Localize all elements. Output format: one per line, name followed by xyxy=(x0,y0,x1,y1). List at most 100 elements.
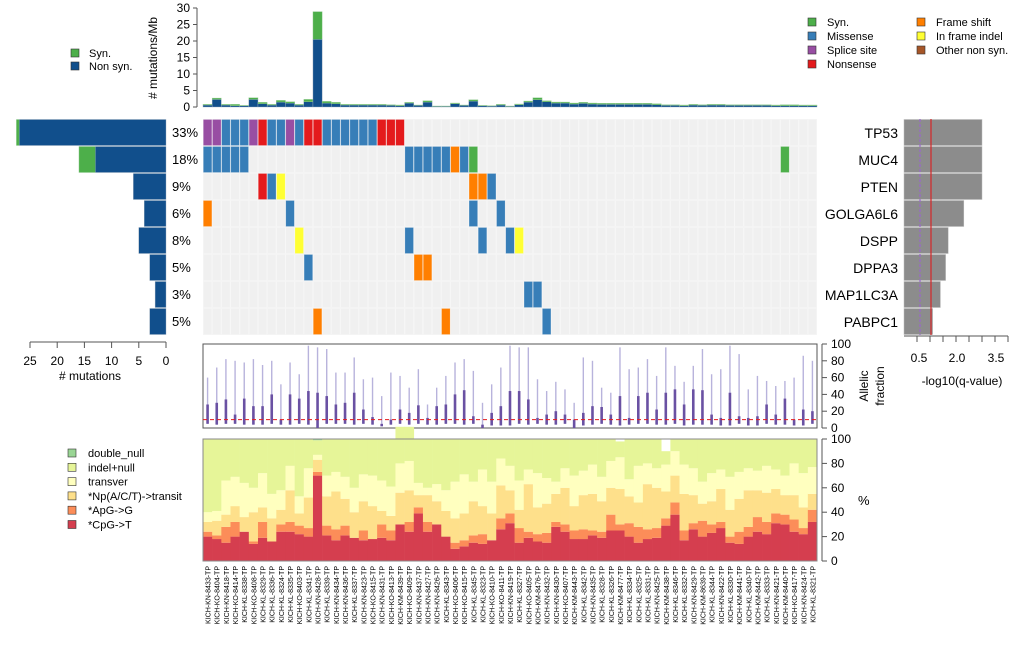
empty-cell xyxy=(285,146,295,173)
spectrum-segment xyxy=(487,481,497,514)
empty-cell xyxy=(422,308,433,335)
mutation-cell-missense xyxy=(203,146,213,173)
empty-cell xyxy=(239,308,249,335)
empty-cell xyxy=(771,308,781,335)
empty-cell xyxy=(807,254,817,281)
empty-cell xyxy=(734,119,744,146)
sample-label: KICH-KN-8421-TP xyxy=(774,566,781,624)
syn-bar xyxy=(321,101,332,104)
spectrum-segment xyxy=(716,439,726,470)
legend-label: Frame shift xyxy=(936,17,991,29)
mutation-type-legend: Syn. Missense Splice site Nonsense Frame shi… xyxy=(807,17,1008,71)
mutation-cell-frameshift xyxy=(422,254,433,281)
spectrum-segment xyxy=(312,440,323,455)
spectrum-segment xyxy=(606,514,616,531)
spectrum-segment xyxy=(432,484,442,502)
syn-bar xyxy=(789,104,799,106)
spectrum-segment xyxy=(221,480,231,515)
y-tick-label: 0 xyxy=(831,554,838,568)
spectrum-segment xyxy=(413,495,424,508)
syn-bar xyxy=(422,100,433,103)
syn-bar xyxy=(560,101,570,104)
empty-cell xyxy=(771,281,781,308)
syn-bar xyxy=(770,104,781,106)
empty-cell xyxy=(413,119,423,146)
empty-cell xyxy=(257,281,268,308)
mutation-cell-missense xyxy=(532,281,543,308)
empty-cell xyxy=(661,200,671,227)
mutation-cell-missense xyxy=(413,146,423,173)
empty-cell xyxy=(743,200,753,227)
spectrum-segment xyxy=(716,489,726,522)
nonsyn-bar xyxy=(202,104,213,108)
significance-bar xyxy=(903,227,949,254)
sample-label: KICH-KL-8328-TP xyxy=(600,566,607,623)
spectrum-segment xyxy=(532,507,543,535)
syn-bar xyxy=(331,102,341,104)
empty-cell xyxy=(441,227,451,254)
empty-cell xyxy=(661,254,671,281)
empty-cell xyxy=(532,200,543,227)
x-tick-label: 10 xyxy=(105,354,119,368)
empty-cell xyxy=(688,173,698,200)
empty-cell xyxy=(670,146,680,173)
syn-bar xyxy=(569,102,579,105)
spectrum-segment xyxy=(652,468,662,488)
spectrum-segment xyxy=(652,487,662,529)
spectrum-segment xyxy=(203,521,213,532)
empty-cell xyxy=(606,119,616,146)
syn-bar xyxy=(642,103,653,105)
empty-cell xyxy=(780,200,790,227)
empty-cell xyxy=(505,281,515,308)
empty-cell xyxy=(395,308,405,335)
empty-cell xyxy=(331,308,341,335)
empty-cell xyxy=(560,281,570,308)
empty-cell xyxy=(597,119,607,146)
spectrum-segment xyxy=(294,525,305,535)
spectrum-segment xyxy=(560,531,570,561)
mutation-cell-missense xyxy=(422,146,433,173)
empty-cell xyxy=(386,254,396,281)
spectrum-segment xyxy=(752,470,763,491)
spectrum-segment xyxy=(230,506,240,522)
empty-cell xyxy=(523,227,533,254)
empty-cell xyxy=(789,146,799,173)
empty-cell xyxy=(615,119,625,146)
mutation-cell-missense xyxy=(404,227,414,254)
nonsyn-bar xyxy=(661,105,671,108)
spectrum-segment xyxy=(752,439,763,471)
nonsyn-bar xyxy=(532,99,543,108)
empty-cell xyxy=(312,200,323,227)
spectrum-segment xyxy=(459,540,470,547)
empty-cell xyxy=(322,308,332,335)
gene-nonsyn-count-bar xyxy=(144,200,167,227)
empty-cell xyxy=(661,173,671,200)
empty-cell xyxy=(404,308,414,335)
empty-cell xyxy=(542,173,552,200)
empty-cell xyxy=(367,173,378,200)
spectrum-segment xyxy=(670,439,680,452)
empty-cell xyxy=(615,281,625,308)
syn-bar xyxy=(266,104,277,106)
spectrum-segment xyxy=(248,487,259,513)
syn-bar xyxy=(376,104,387,106)
empty-cell xyxy=(358,146,368,173)
spectrum-segment xyxy=(331,540,341,561)
empty-cell xyxy=(377,281,387,308)
empty-cell xyxy=(551,119,561,146)
empty-cell xyxy=(569,227,579,254)
empty-cell xyxy=(560,227,570,254)
sample-label: KICH-KL-8336-TP xyxy=(270,566,277,623)
spectrum-segment xyxy=(468,439,479,482)
legend-swatch xyxy=(67,491,77,501)
sample-label: KICH-KM-8440-TP xyxy=(783,566,790,625)
y-axis-label: fraction xyxy=(873,366,887,405)
spectrum-segment xyxy=(523,531,534,538)
spectrum-segment xyxy=(807,509,818,522)
spectrum-segment xyxy=(670,514,680,561)
spectrum-segment xyxy=(404,426,415,461)
percent-label: 6% xyxy=(172,206,191,221)
sample-label: KICH-KL-8329-TP xyxy=(261,566,268,623)
empty-cell xyxy=(762,281,772,308)
gene-nonsyn-count-bar xyxy=(154,281,167,308)
